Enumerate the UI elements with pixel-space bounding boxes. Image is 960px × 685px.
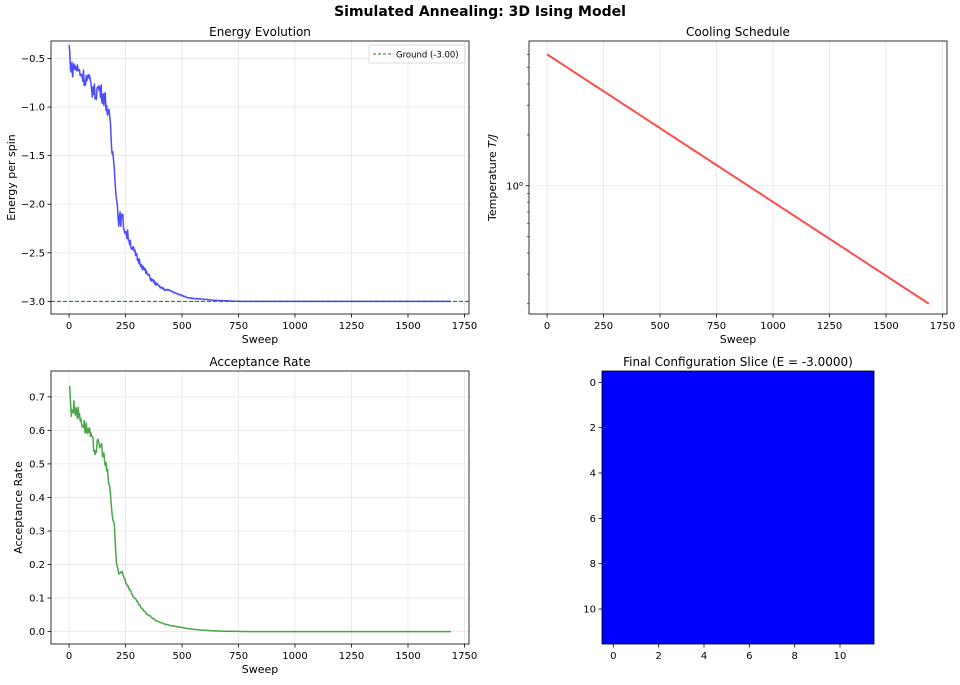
y-tick-label: −0.5 bbox=[21, 54, 45, 65]
chart-config: 0 2 4 6 8 10 0 2 4 6 8 10 Final Configuration Slice … bbox=[583, 355, 875, 662]
x-axis-ticks: 0 250 500 750 1000 1250 1500 1750 bbox=[66, 644, 477, 662]
y-axis-ticks: −3.0 −2.5 −2.0 −1.5 −1.0 −0.5 bbox=[21, 54, 51, 308]
x-tick-label: 6 bbox=[746, 651, 752, 662]
y-tick-label: −2.0 bbox=[21, 200, 45, 211]
chart-acceptance: 0 250 500 750 1000 1250 1500 17500.00.10.20.30.… bbox=[12, 355, 477, 676]
x-tick-label: 1500 bbox=[873, 321, 898, 332]
y-tick-label: 0.3 bbox=[29, 526, 45, 537]
x-axis-ticks: 0 250 500 750 1000 1250 1500 1750 bbox=[66, 314, 477, 332]
x-axis-label: Sweep bbox=[242, 663, 279, 676]
x-tick-label: 2 bbox=[655, 651, 661, 662]
axes-frame bbox=[601, 370, 875, 645]
y-tick-label: 0.7 bbox=[29, 392, 45, 403]
x-tick-label: 1250 bbox=[339, 321, 364, 332]
x-tick-label: 1000 bbox=[760, 321, 785, 332]
y-tick-label: 0.1 bbox=[29, 594, 45, 605]
x-tick-label: 250 bbox=[116, 321, 135, 332]
y-tick-label: −1.5 bbox=[21, 151, 45, 162]
x-tick-label: 500 bbox=[651, 321, 670, 332]
x-tick-label: 500 bbox=[173, 651, 192, 662]
x-tick-label: 750 bbox=[229, 321, 248, 332]
x-tick-label: 1750 bbox=[452, 321, 477, 332]
axes-frame bbox=[50, 370, 470, 645]
x-axis-label: Sweep bbox=[720, 333, 757, 346]
y-tick-label: 0.4 bbox=[29, 493, 45, 504]
chart-energy: 0 250 500 750 1000 1250 1500 1750 −3.0 −2.5 −2.0 −1… bbox=[5, 25, 477, 346]
legend-label: Ground (-3.00) bbox=[396, 51, 459, 61]
y-tick-label: 10 bbox=[583, 605, 596, 616]
x-tick-label: 250 bbox=[116, 651, 135, 662]
x-tick-label: 8 bbox=[791, 651, 797, 662]
chart-title: Energy Evolution bbox=[209, 25, 311, 39]
grid bbox=[51, 41, 469, 314]
y-tick-label: 6 bbox=[590, 514, 596, 525]
y-tick-label: 0.0 bbox=[29, 627, 45, 638]
x-tick-label: 750 bbox=[707, 321, 726, 332]
series-line-temperature bbox=[546, 53, 930, 305]
x-tick-label: 0 bbox=[66, 651, 72, 662]
x-tick-label: 250 bbox=[594, 321, 613, 332]
y-tick-label: −2.5 bbox=[21, 248, 45, 259]
x-tick-label: 1500 bbox=[395, 651, 420, 662]
x-tick-label: 1750 bbox=[930, 321, 955, 332]
x-tick-label: 500 bbox=[173, 321, 192, 332]
y-tick-label: 4 bbox=[590, 469, 596, 480]
legend: Ground (-3.00) bbox=[368, 44, 466, 64]
x-tick-label: 1250 bbox=[817, 321, 842, 332]
y-tick-label: 0.6 bbox=[29, 426, 45, 437]
x-tick-label: 1500 bbox=[395, 321, 420, 332]
chart-cooling: 0 250 500 750 1000 1250 1500 1750 10⁰ Cooling Sch… bbox=[486, 25, 955, 346]
chart-title: Cooling Schedule bbox=[686, 25, 790, 39]
axes-frame bbox=[50, 40, 470, 315]
x-tick-label: 0 bbox=[66, 321, 72, 332]
x-tick-label: 0 bbox=[544, 321, 550, 332]
figure-suptitle: Simulated Annealing: 3D Ising Model bbox=[334, 4, 626, 20]
x-tick-label: 1000 bbox=[282, 321, 307, 332]
y-tick-label: 10⁰ bbox=[506, 181, 523, 192]
y-tick-label: 8 bbox=[590, 559, 596, 570]
y-axis-label: Energy per spin bbox=[5, 134, 18, 221]
y-tick-label: 0.2 bbox=[29, 560, 45, 571]
x-axis-ticks: 0 250 500 750 1000 1250 1500 1750 bbox=[544, 314, 955, 332]
axes-frame bbox=[528, 40, 948, 315]
y-axis-ticks: 10⁰ bbox=[506, 54, 529, 305]
grid bbox=[529, 41, 947, 314]
chart-title: Acceptance Rate bbox=[209, 355, 310, 369]
x-tick-label: 0 bbox=[610, 651, 616, 662]
x-axis-label: Sweep bbox=[242, 333, 279, 346]
x-tick-label: 4 bbox=[701, 651, 707, 662]
y-axis-label: Acceptance Rate bbox=[12, 461, 25, 554]
y-tick-label: −3.0 bbox=[21, 297, 45, 308]
y-tick-label: 0.5 bbox=[29, 459, 45, 470]
spin-heatmap bbox=[602, 371, 874, 644]
y-axis-label: Temperature T/J bbox=[486, 134, 499, 222]
y-tick-label: 2 bbox=[590, 423, 596, 434]
y-tick-label: 0 bbox=[590, 378, 596, 389]
x-tick-label: 1750 bbox=[452, 651, 477, 662]
series-line-energy bbox=[68, 45, 451, 303]
series-line-acceptance bbox=[68, 385, 451, 633]
y-axis-ticks: 0.0 0.1 0.2 0.3 0.4 0.5 0.6 0.7 bbox=[29, 392, 51, 638]
grid bbox=[51, 371, 469, 644]
x-tick-label: 1000 bbox=[282, 651, 307, 662]
x-tick-label: 1250 bbox=[339, 651, 364, 662]
y-tick-label: −1.0 bbox=[21, 103, 45, 114]
chart-title: Final Configuration Slice (E = -3.0000) bbox=[623, 355, 853, 369]
x-tick-label: 10 bbox=[834, 651, 847, 662]
x-tick-label: 750 bbox=[229, 651, 248, 662]
